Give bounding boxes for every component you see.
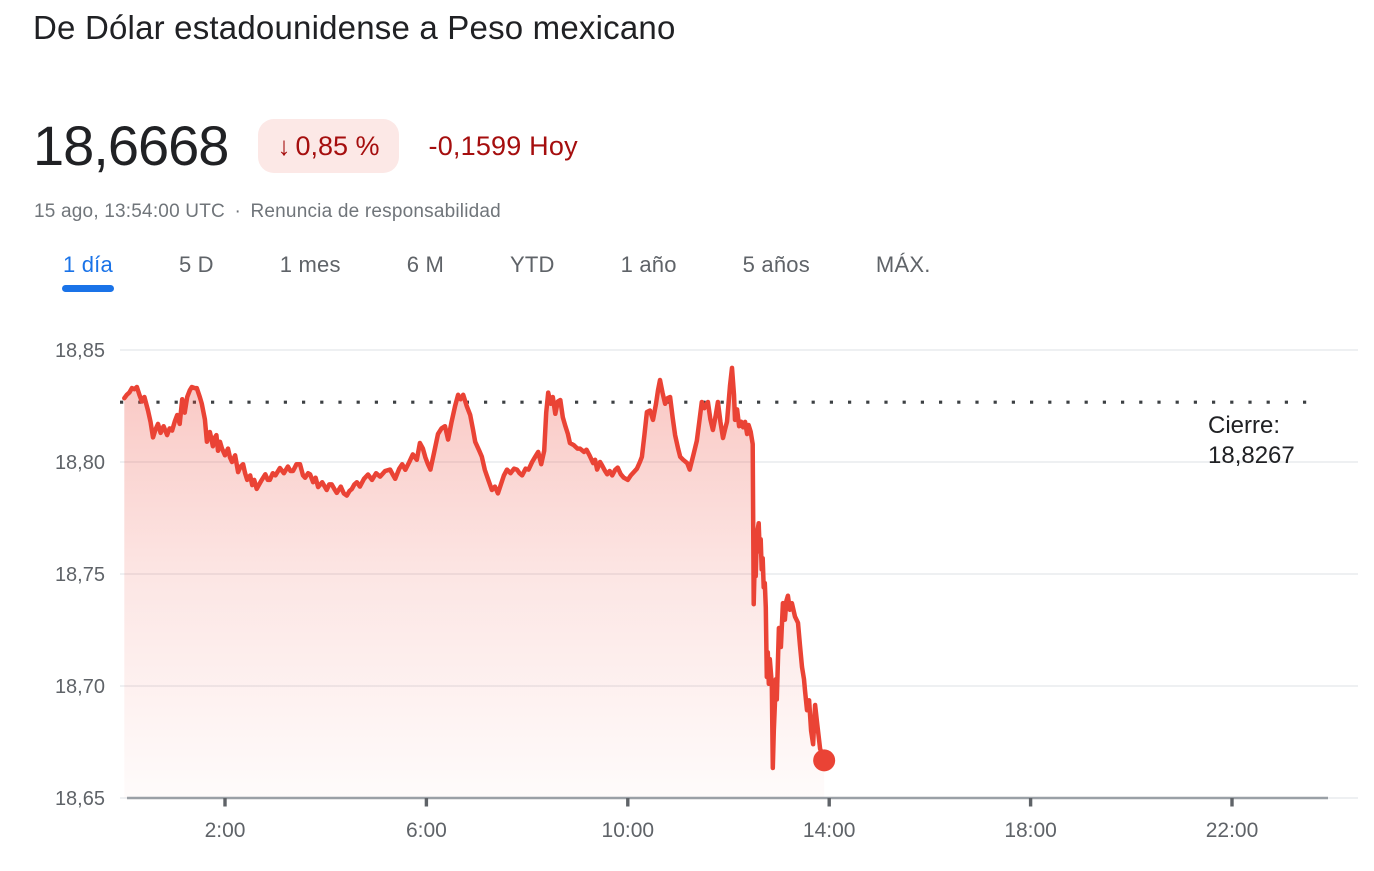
previous-close-label: Cierre: 18,8267 bbox=[1208, 412, 1295, 469]
tab-1-día[interactable]: 1 día bbox=[62, 252, 114, 292]
svg-text:14:00: 14:00 bbox=[803, 819, 856, 842]
disclaimer-link[interactable]: Renuncia de responsabilidad bbox=[250, 201, 501, 222]
svg-text:18,65: 18,65 bbox=[55, 788, 105, 810]
change-percent-badge: ↓ 0,85 % bbox=[258, 119, 399, 173]
svg-text:18,8267: 18,8267 bbox=[1208, 442, 1295, 469]
dot-separator: · bbox=[234, 201, 241, 222]
time-range-tabs: 1 día 5 D 1 mes 6 M YTD 1 año 5 años MÁX. bbox=[62, 252, 931, 292]
svg-text:18,85: 18,85 bbox=[55, 340, 105, 362]
last-price-dot bbox=[813, 749, 836, 772]
svg-text:Cierre:: Cierre: bbox=[1208, 412, 1280, 439]
svg-text:18,70: 18,70 bbox=[55, 676, 105, 698]
price-line bbox=[122, 365, 827, 771]
svg-text:6:00: 6:00 bbox=[406, 819, 447, 842]
svg-text:18:00: 18:00 bbox=[1004, 819, 1057, 842]
svg-text:18,80: 18,80 bbox=[55, 452, 105, 474]
y-axis-labels: 18,85 18,80 18,75 18,70 18,65 bbox=[55, 340, 105, 810]
page-title: De Dólar estadounidense a Peso mexicano bbox=[33, 9, 676, 46]
svg-text:18,75: 18,75 bbox=[55, 564, 105, 586]
price-chart[interactable]: 2:00 6:00 10:00 14:00 18:00 22:00 18,85 18,80 18… bbox=[0, 330, 1374, 866]
x-axis-labels: 2:00 6:00 10:00 14:00 18:00 22:00 bbox=[205, 798, 1259, 842]
tab-1-mes[interactable]: 1 mes bbox=[279, 252, 341, 277]
current-price: 18,6668 bbox=[33, 114, 229, 177]
svg-text:2:00: 2:00 bbox=[205, 819, 246, 842]
change-amount: -0,1599 Hoy bbox=[428, 130, 578, 161]
tab-5-años[interactable]: 5 años bbox=[742, 252, 810, 277]
tab-ytd[interactable]: YTD bbox=[509, 252, 555, 277]
change-percent: 0,85 % bbox=[295, 130, 380, 161]
quote-timestamp: 15 ago, 13:54:00 UTC bbox=[34, 201, 225, 222]
price-area-fill bbox=[124, 367, 825, 798]
price-row: 18,6668 ↓ 0,85 % -0,1599 Hoy bbox=[33, 116, 578, 176]
tab-5-d[interactable]: 5 D bbox=[178, 252, 214, 277]
quote-meta-line: 15 ago, 13:54:00 UTC · Renuncia de respo… bbox=[34, 201, 505, 223]
price-chart-svg[interactable]: 2:00 6:00 10:00 14:00 18:00 22:0018,8518,8018… bbox=[0, 330, 1374, 866]
tab-máx-[interactable]: MÁX. bbox=[875, 252, 931, 277]
svg-text:22:00: 22:00 bbox=[1206, 819, 1259, 842]
arrow-down-icon: ↓ bbox=[277, 130, 291, 161]
tab-1-año[interactable]: 1 año bbox=[620, 252, 677, 277]
tab-6-m[interactable]: 6 M bbox=[406, 252, 444, 277]
svg-text:10:00: 10:00 bbox=[602, 819, 655, 842]
